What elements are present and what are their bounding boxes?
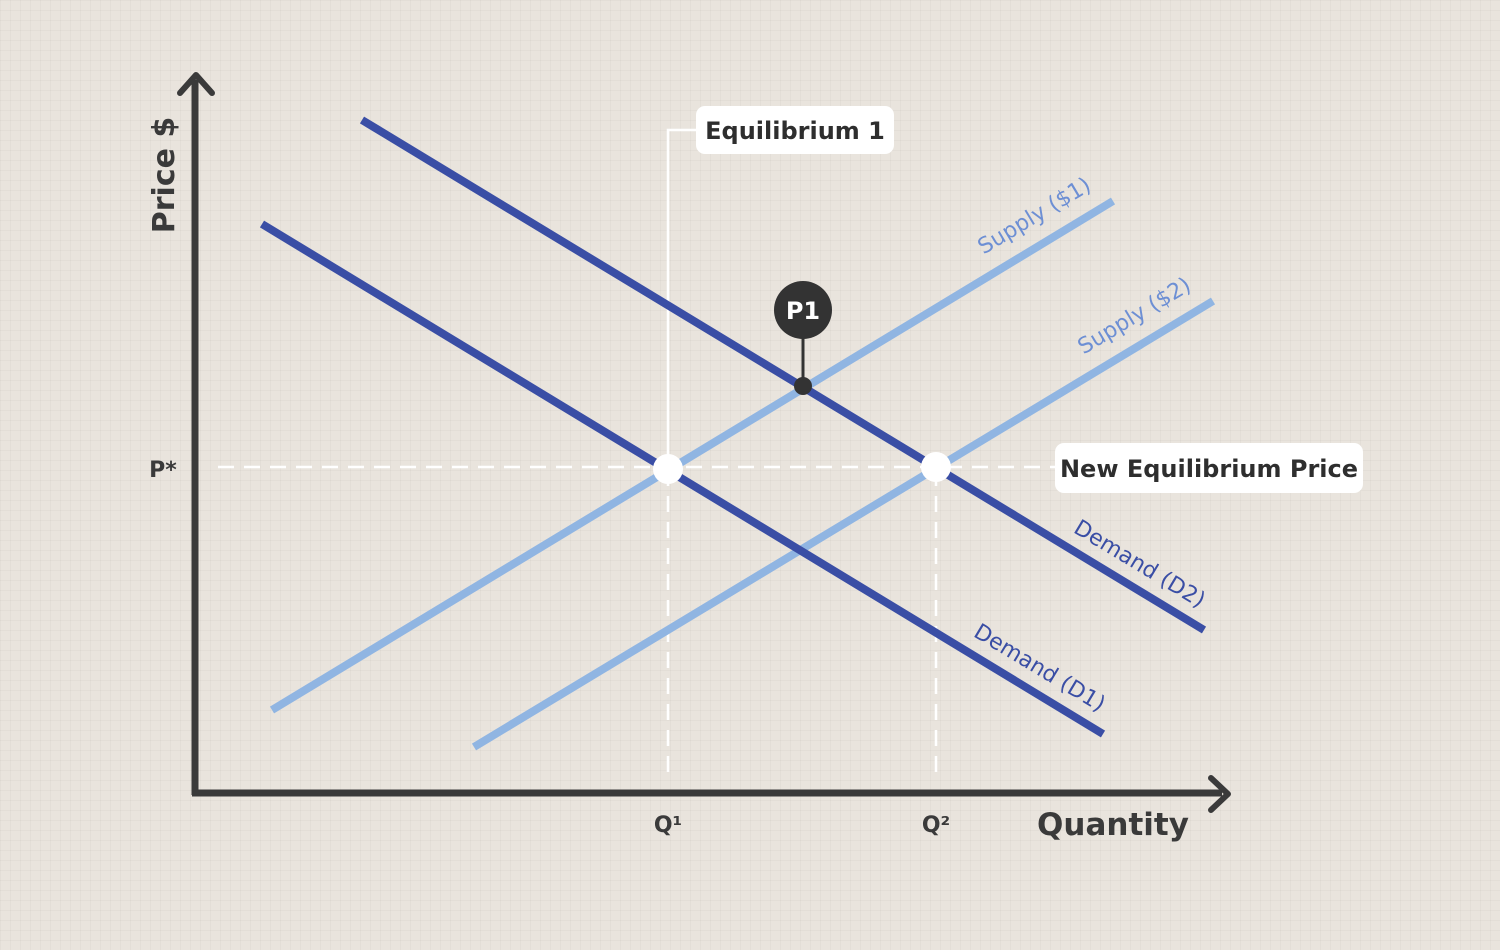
x-axis-label: Quantity [1037, 807, 1189, 843]
y-axis-arrow [177, 72, 215, 96]
q2-tick-label: Q² [922, 813, 950, 838]
new-equilibrium-point [921, 452, 951, 482]
supply-1-curve [269, 197, 1116, 714]
q1-tick-label: Q¹ [654, 813, 682, 838]
price-tick-label: P* [149, 458, 177, 483]
equilibrium-1-point [653, 454, 683, 484]
x-axis-arrow [1208, 775, 1231, 813]
p1-marker-badge [774, 281, 832, 339]
p1-marker-label: P1 [786, 297, 820, 325]
equilibrium-1-callout-box [696, 106, 894, 154]
supply-2-curve [471, 297, 1216, 751]
p1-point [794, 377, 812, 395]
equilibrium-1-callout: Equilibrium 1 [705, 117, 885, 145]
new-equilibrium-price-callout: New Equilibrium Price [1060, 455, 1358, 483]
equilibrium-1-leader [666, 128, 698, 458]
demand-2-curve [359, 116, 1207, 634]
new-equilibrium-callout-box [1055, 443, 1363, 493]
y-axis-label: Price $ [147, 117, 182, 234]
demand-1-curve [259, 220, 1106, 738]
